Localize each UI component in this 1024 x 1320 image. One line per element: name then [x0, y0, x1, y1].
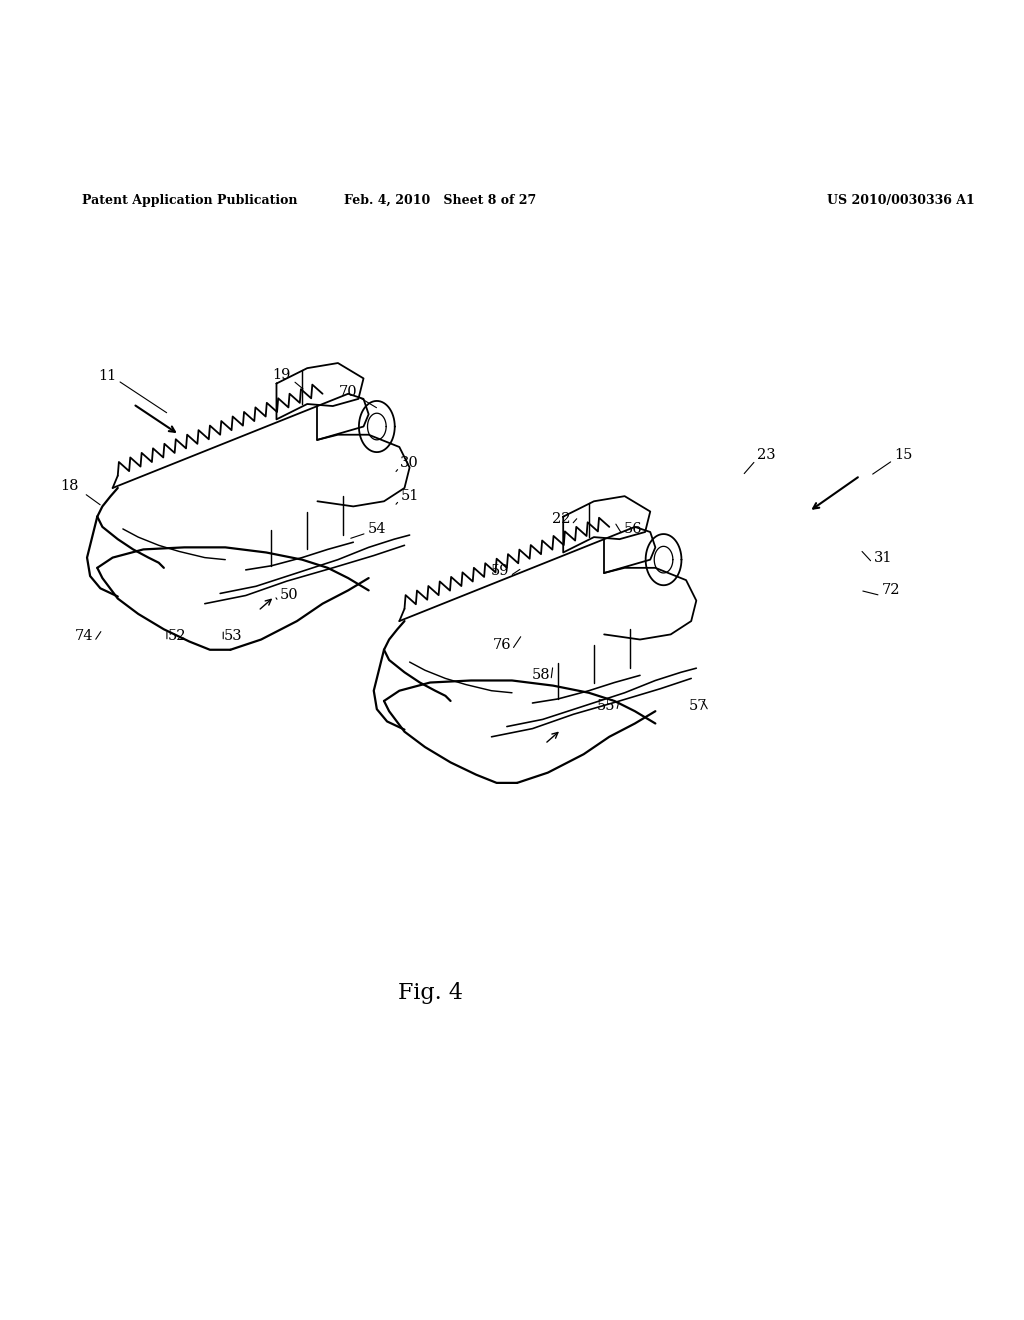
Text: 31: 31 — [873, 550, 892, 565]
Text: 76: 76 — [493, 638, 511, 652]
Text: 18: 18 — [60, 479, 79, 492]
Text: 15: 15 — [894, 449, 912, 462]
Text: 53: 53 — [224, 630, 243, 643]
Text: 74: 74 — [75, 630, 93, 643]
Text: 50: 50 — [280, 589, 298, 602]
Text: 58: 58 — [531, 668, 550, 682]
Text: 56: 56 — [624, 521, 642, 536]
Text: 52: 52 — [168, 630, 186, 643]
Text: Fig. 4: Fig. 4 — [397, 982, 463, 1003]
Text: 59: 59 — [490, 564, 509, 578]
Text: 22: 22 — [552, 512, 570, 525]
Text: 54: 54 — [368, 521, 386, 536]
Text: 70: 70 — [339, 384, 357, 399]
Text: Feb. 4, 2010   Sheet 8 of 27: Feb. 4, 2010 Sheet 8 of 27 — [344, 194, 537, 207]
Text: US 2010/0030336 A1: US 2010/0030336 A1 — [827, 194, 975, 207]
Text: 51: 51 — [400, 490, 419, 503]
Text: 55: 55 — [597, 700, 615, 713]
Text: 23: 23 — [757, 449, 775, 462]
Text: Patent Application Publication: Patent Application Publication — [82, 194, 297, 207]
Text: 19: 19 — [272, 368, 291, 383]
Text: 30: 30 — [400, 457, 419, 470]
Text: 11: 11 — [98, 370, 117, 383]
Text: 72: 72 — [882, 583, 900, 598]
Text: 57: 57 — [689, 700, 708, 713]
